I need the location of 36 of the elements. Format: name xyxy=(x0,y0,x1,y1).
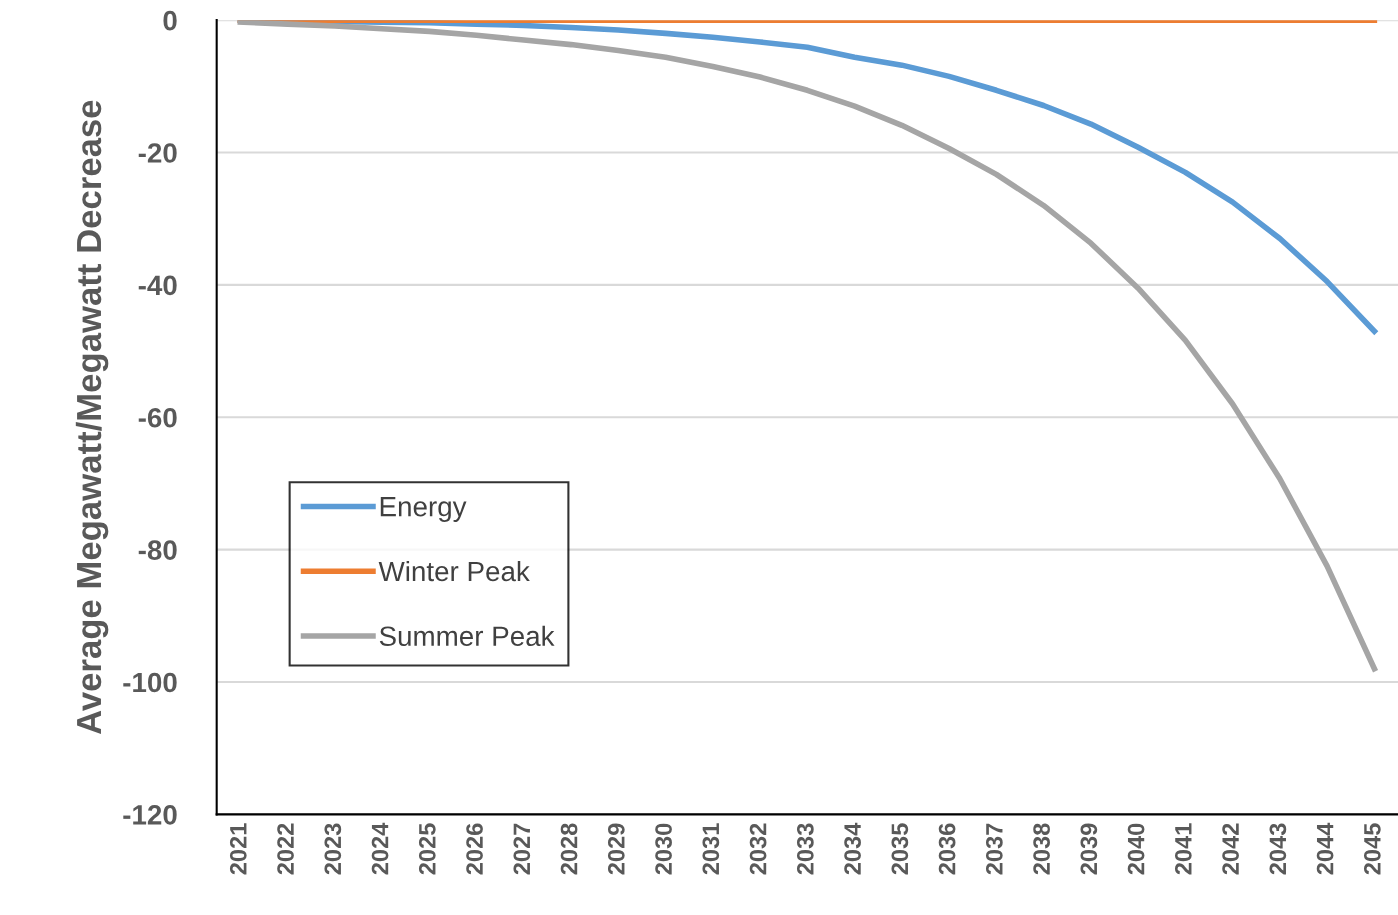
legend-label: Winter Peak xyxy=(378,560,530,582)
x-tick-label: 2043 xyxy=(1269,823,1287,875)
x-tick-label: 2022 xyxy=(277,823,294,875)
y-tick-label: -40 xyxy=(138,275,177,296)
x-tick-label: 2027 xyxy=(513,823,531,875)
x-tick-label: 2023 xyxy=(324,823,342,875)
y-axis-title: Average Megawatt/Megawatt Decrease xyxy=(75,100,109,735)
x-tick-label: 2039 xyxy=(1080,823,1098,875)
x-tick-label: 2025 xyxy=(418,823,436,875)
x-tick-label: 2035 xyxy=(891,823,909,875)
x-tick-label: 2030 xyxy=(655,823,672,875)
y-tick-label: -60 xyxy=(138,407,177,428)
legend-label: Summer Peak xyxy=(379,625,555,647)
x-tick-label: 2024 xyxy=(371,822,389,875)
x-tick-label: 2041 xyxy=(1174,823,1192,875)
y-tick-label: -120 xyxy=(123,805,177,825)
y-tick-label: -100 xyxy=(123,672,177,693)
y-tick-label: -20 xyxy=(138,143,177,163)
x-tick-label: 2028 xyxy=(560,823,578,875)
x-tick-label: 2029 xyxy=(607,823,625,875)
legend-label: Energy xyxy=(380,497,467,522)
x-tick-label: 2032 xyxy=(749,823,767,875)
y-tick-label: 0 xyxy=(163,10,177,31)
x-tick-label: 2034 xyxy=(844,822,861,875)
x-tick-label: 2044 xyxy=(1316,822,1334,875)
x-tick-label: 2033 xyxy=(796,823,814,875)
x-tick-label: 2036 xyxy=(938,823,956,875)
x-tick-label: 2038 xyxy=(1033,823,1050,875)
x-tick-label: 2045 xyxy=(1363,823,1381,875)
x-tick-label: 2037 xyxy=(985,823,1003,875)
x-tick-label: 2040 xyxy=(1127,823,1145,875)
x-tick-label: 2042 xyxy=(1222,823,1239,875)
x-tick-label: 2021 xyxy=(229,823,247,875)
x-tick-label: 2031 xyxy=(702,823,720,875)
y-tick-label: -80 xyxy=(138,540,177,560)
x-tick-label: 2026 xyxy=(466,823,483,875)
